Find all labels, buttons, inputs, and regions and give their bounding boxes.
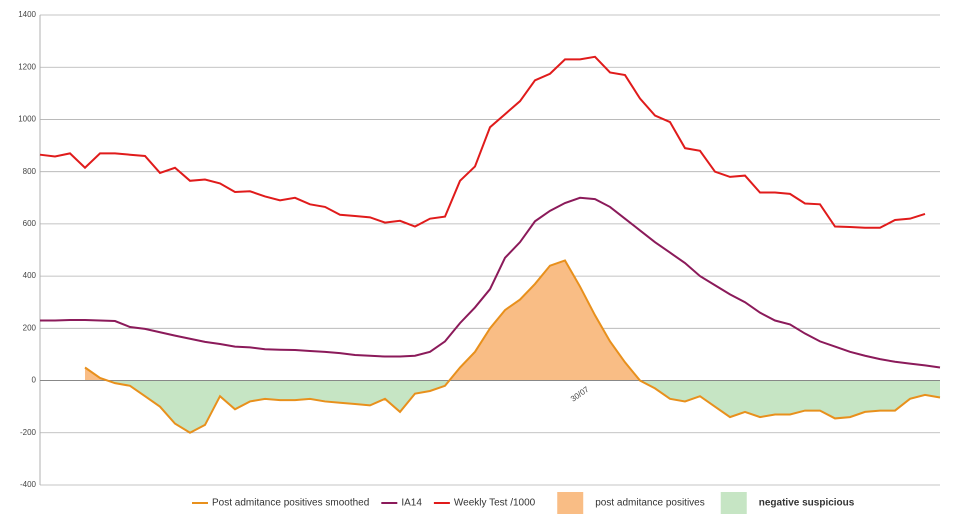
series-line (39, 55, 926, 229)
legend-label: negative suspicious (759, 498, 855, 509)
x-tick-label: 30/07 (569, 384, 591, 403)
negative-area (85, 380, 940, 433)
legend-label: Weekly Test /1000 (454, 498, 536, 509)
positive-area (85, 260, 640, 381)
y-tick-label: 1200 (18, 62, 36, 71)
y-tick-label: 1000 (18, 115, 36, 124)
y-tick-label: 200 (23, 323, 37, 332)
series-line (84, 259, 941, 434)
series-line (40, 196, 941, 369)
y-tick-label: 400 (23, 271, 37, 280)
y-tick-label: 600 (23, 219, 37, 228)
y-tick-label: 0 (32, 376, 37, 385)
legend-label: IA14 (401, 498, 422, 509)
legend-label: Post admitance positives smoothed (212, 498, 369, 509)
y-tick-label: -200 (20, 428, 37, 437)
legend-label: post admitance positives (595, 498, 705, 509)
y-tick-label: -400 (20, 480, 37, 489)
y-tick-label: 1400 (18, 10, 36, 19)
legend-swatch (720, 492, 747, 514)
legend-swatch (557, 492, 584, 514)
y-tick-label: 800 (23, 167, 37, 176)
